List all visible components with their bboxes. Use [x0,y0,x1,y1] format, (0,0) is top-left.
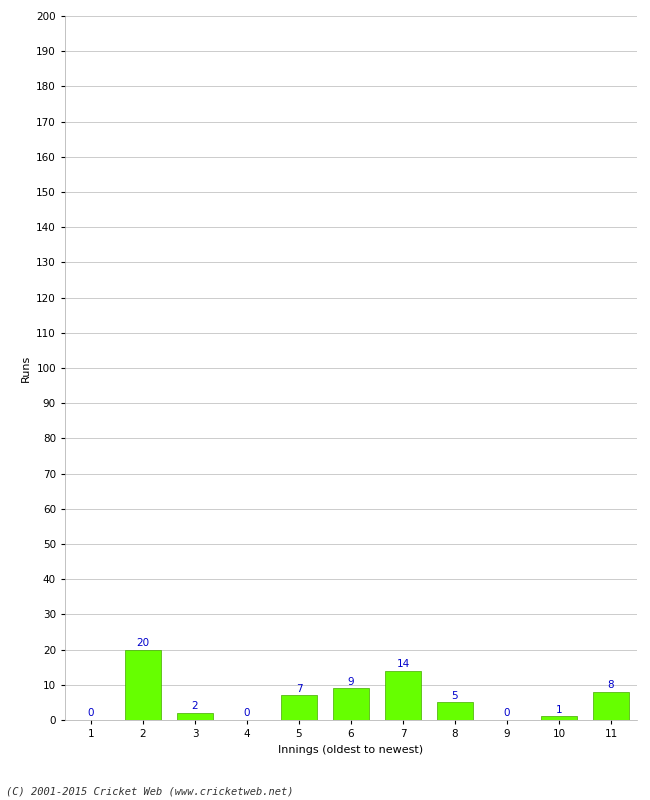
Text: 5: 5 [452,690,458,701]
Bar [125,650,161,720]
Y-axis label: Runs: Runs [21,354,31,382]
Text: 8: 8 [608,680,614,690]
Text: 0: 0 [88,708,94,718]
Text: 0: 0 [504,708,510,718]
Bar [281,695,317,720]
Bar [333,688,369,720]
X-axis label: Innings (oldest to newest): Innings (oldest to newest) [278,745,424,754]
Bar [541,717,577,720]
Bar [593,692,629,720]
Text: (C) 2001-2015 Cricket Web (www.cricketweb.net): (C) 2001-2015 Cricket Web (www.cricketwe… [6,786,294,796]
Text: 2: 2 [192,701,198,711]
Text: 9: 9 [348,677,354,686]
Bar [177,713,213,720]
Bar [385,670,421,720]
Text: 7: 7 [296,683,302,694]
Bar [437,702,473,720]
Text: 20: 20 [136,638,150,648]
Text: 14: 14 [396,659,410,669]
Text: 0: 0 [244,708,250,718]
Text: 1: 1 [556,705,562,714]
